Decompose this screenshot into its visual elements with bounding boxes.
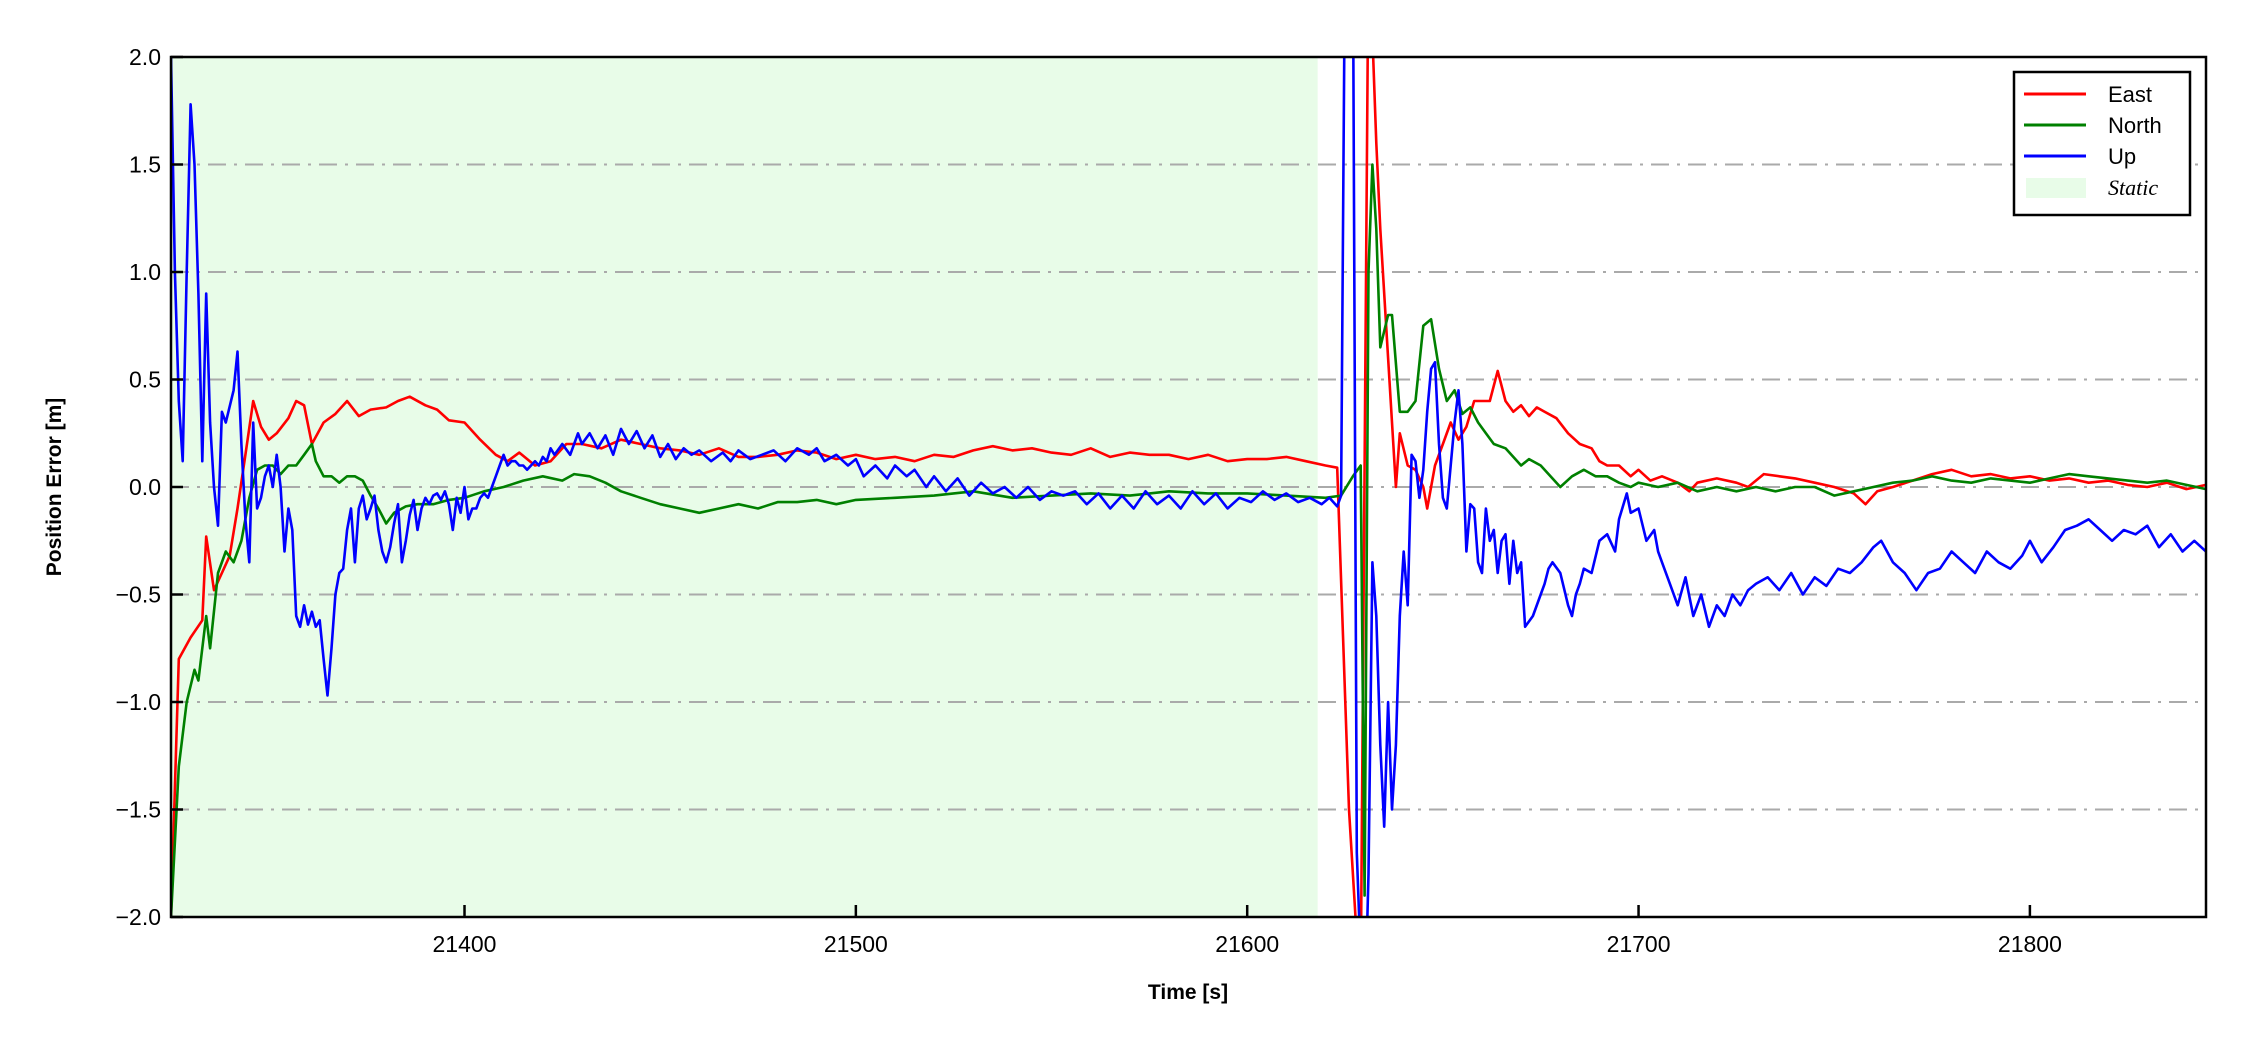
series-line-north xyxy=(171,163,2206,917)
legend-label-north: North xyxy=(2108,113,2162,138)
x-tick-label: 21700 xyxy=(1607,931,1671,957)
legend-label-static: Static xyxy=(2108,175,2158,200)
y-axis-label: Position Error [m] xyxy=(43,398,66,577)
x-tick-label: 21400 xyxy=(433,931,497,957)
legend-swatch-static xyxy=(2026,178,2086,198)
x-tick-label: 21600 xyxy=(1215,931,1279,957)
y-tick-label: −1.0 xyxy=(116,689,161,715)
y-tick-label: 0.0 xyxy=(129,474,161,500)
y-tick-label: −2.0 xyxy=(116,904,161,930)
y-tick-label: −1.5 xyxy=(116,797,161,823)
x-tick-label: 21800 xyxy=(1998,931,2062,957)
series-line-up xyxy=(171,57,2206,917)
x-axis-label: Time [s] xyxy=(1148,981,1228,1004)
y-tick-label: 1.5 xyxy=(129,152,161,178)
legend-label-east: East xyxy=(2108,82,2152,107)
y-tick-label: 0.5 xyxy=(129,367,161,393)
y-tick-label: −0.5 xyxy=(116,582,161,608)
x-tick-label: 21500 xyxy=(824,931,888,957)
legend: East North Up Static xyxy=(2012,70,2192,217)
legend-label-up: Up xyxy=(2108,144,2136,169)
series-line-east xyxy=(171,57,2206,917)
y-tick-label: 1.0 xyxy=(129,259,161,285)
y-tick-label: 2.0 xyxy=(129,44,161,70)
